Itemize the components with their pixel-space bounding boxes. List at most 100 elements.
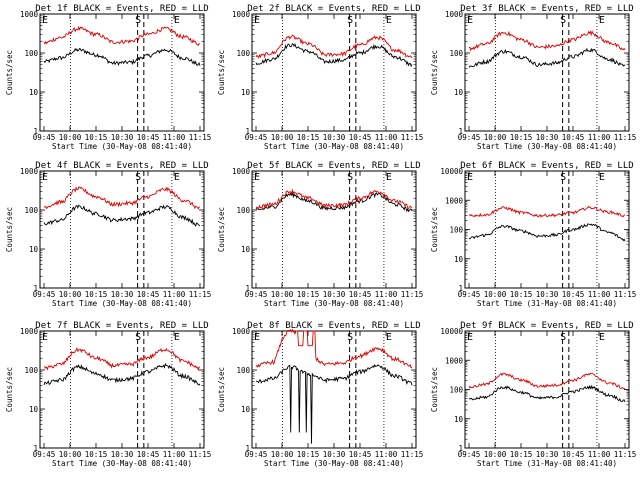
panel-title: Det 8f BLACK = Events, RED = LLD [247,321,420,331]
x-tick-label: 11:00 [375,133,398,142]
x-tick-label: 11:00 [163,133,186,142]
y-tick-label: 100 [449,49,463,58]
x-tick-label: 11:15 [189,450,212,459]
x-tick-label: 09:45 [458,450,481,459]
marker-e-left: E [42,15,48,26]
x-axis-label: Start Time (30-May-08 08:41:40) [264,142,404,151]
x-axis-label: Start Time (30-May-08 08:41:40) [52,459,192,468]
y-tick-label: 1 [458,284,463,293]
marker-e-left: E [467,15,473,26]
marker-e-right: E [386,172,392,183]
panel-det-4: Det 4f BLACK = Events, RED = LLD 1 10 100 10… [5,161,211,308]
y-tick-label: 1000 [445,10,464,19]
marker-e-right: E [599,15,605,26]
x-tick-label: 09:45 [245,133,268,142]
x-tick-label: 10:45 [562,450,585,459]
x-tick-label: 10:30 [323,133,346,142]
x-tick-label: 11:00 [588,133,611,142]
panel-title: Det 5f BLACK = Events, RED = LLD [247,161,420,171]
x-tick-label: 10:30 [323,450,346,459]
y-tick-label: 100 [449,226,463,235]
plot-frame [251,170,417,289]
panel-det-3: Det 3f BLACK = Events, RED = LLD 1 10 100 10… [430,4,636,151]
events-series-line [468,384,626,403]
x-tick-label: 10:30 [111,290,134,299]
x-tick-label: 10:15 [85,133,108,142]
y-axis-label: Counts/sec [430,50,439,95]
panel-title: Det 2f BLACK = Events, RED = LLD [247,4,420,14]
x-tick-label: 10:15 [510,450,533,459]
y-tick-label: 10 [454,88,464,97]
marker-s: S [560,172,566,183]
y-axis-label: Counts/sec [430,207,439,252]
y-axis-label: Counts/sec [430,367,439,412]
panel-title: Det 6f BLACK = Events, RED = LLD [460,161,633,171]
y-tick-label: 1 [33,284,38,293]
x-tick-label: 09:45 [458,133,481,142]
y-tick-label: 1 [33,127,38,136]
marker-e-right: E [386,15,392,26]
x-tick-label: 10:30 [536,450,559,459]
y-tick-label: 1 [33,444,38,453]
events-series-line [255,191,413,213]
x-tick-label: 10:45 [349,290,372,299]
y-tick-label: 1000 [445,196,464,205]
lld-series-line [43,346,201,372]
x-tick-label: 10:45 [137,450,160,459]
marker-e-right: E [386,332,392,343]
x-tick-label: 09:45 [245,290,268,299]
marker-e-right: E [174,172,180,183]
x-tick-label: 11:00 [375,450,398,459]
plot-frame [251,13,417,132]
marker-e-right: E [599,172,605,183]
y-tick-label: 100 [236,206,250,215]
y-tick-label: 1 [245,284,250,293]
y-tick-label: 100 [449,386,463,395]
y-tick-label: 1000 [20,327,39,336]
x-tick-label: 09:45 [458,290,481,299]
x-tick-label: 10:00 [59,133,82,142]
lld-series-line [468,205,626,218]
x-tick-label: 10:15 [297,290,320,299]
marker-e-right: E [174,15,180,26]
x-tick-label: 10:15 [85,450,108,459]
x-tick-label: 10:15 [297,450,320,459]
x-tick-label: 10:15 [510,290,533,299]
panel-title: Det 1f BLACK = Events, RED = LLD [35,4,208,14]
marker-e-left: E [42,332,48,343]
x-tick-label: 09:45 [33,133,56,142]
marker-e-left: E [467,332,473,343]
panel-det-9: Det 9f BLACK = Events, RED = LLD 1 10 100 10… [430,321,636,468]
y-tick-label: 10 [454,255,464,264]
lld-series-line [255,34,413,59]
events-series-line [255,42,413,68]
marker-e-left: E [254,15,260,26]
y-tick-label: 1 [458,444,463,453]
x-axis-label: Start Time (30-May-08 08:41:40) [477,142,617,151]
marker-s: S [135,172,141,183]
marker-s: S [347,172,353,183]
lld-series-line [43,25,201,47]
plot-frame [464,330,630,449]
x-tick-label: 10:45 [137,133,160,142]
y-tick-label: 10 [454,415,464,424]
events-series-line [255,363,413,444]
plot-frame [464,13,630,132]
x-tick-label: 10:00 [271,133,294,142]
marker-s: S [135,15,141,26]
x-tick-label: 11:15 [401,290,424,299]
x-tick-label: 09:45 [33,450,56,459]
x-tick-label: 11:00 [375,290,398,299]
y-tick-label: 1 [245,127,250,136]
panel-det-1: Det 1f BLACK = Events, RED = LLD 1 10 100 10… [5,4,211,151]
x-tick-label: 10:30 [536,290,559,299]
x-tick-label: 11:00 [588,450,611,459]
x-tick-label: 11:15 [614,133,637,142]
x-tick-label: 10:45 [562,133,585,142]
y-tick-label: 1000 [232,10,251,19]
y-tick-label: 10 [29,245,39,254]
y-tick-label: 10 [29,88,39,97]
x-tick-label: 10:00 [484,450,507,459]
panel-title: Det 4f BLACK = Events, RED = LLD [35,161,208,171]
